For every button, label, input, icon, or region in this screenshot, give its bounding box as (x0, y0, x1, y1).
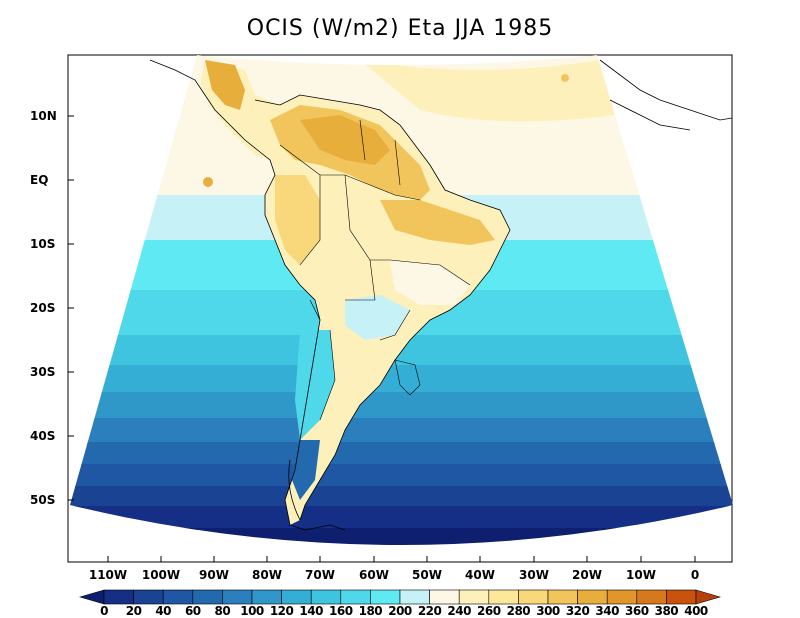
lat-label-eq: EQ (30, 173, 49, 187)
colorbar-tick-label: 240 (447, 604, 471, 618)
colorbar-tick-label: 300 (536, 604, 560, 618)
colorbar-cell (399, 589, 430, 605)
colorbar-cell (192, 589, 223, 605)
colorbar-cell (310, 589, 342, 605)
colorbar-tick-label: 180 (358, 604, 383, 618)
colorbar-cell (133, 589, 164, 605)
colorbar-tick-label: 60 (184, 604, 201, 618)
colorbar-cell (429, 589, 460, 605)
shaded-field (70, 55, 733, 545)
colorbar-cell (281, 589, 312, 605)
colorbar-tick-label: 400 (684, 604, 708, 618)
colorbar-cell (606, 589, 638, 605)
country-borders (279, 119, 471, 421)
colorbar-tick-label: 200 (388, 604, 412, 618)
colorbar-tick-label: 0 (100, 604, 108, 618)
lon-label-70w: 70W (305, 568, 335, 582)
colorbar-cell (103, 589, 134, 605)
lat-label-50s: 50S (30, 493, 56, 507)
colorbar-tick-label: 320 (565, 604, 590, 618)
lon-label-60w: 60W (359, 568, 389, 582)
lon-label-100w: 100W (141, 568, 181, 582)
colorbar-tick-label: 120 (269, 604, 294, 618)
colorbar-cell (251, 589, 282, 605)
colorbar-cell (222, 589, 253, 605)
colorbar-tick-label: 340 (595, 604, 619, 618)
colorbar-tick-label: 380 (654, 604, 679, 618)
colorbar-cell (370, 589, 401, 605)
map-title: OCIS (W/m2) Eta JJA 1985 (246, 16, 554, 41)
lat-label-10s: 10S (30, 237, 56, 251)
colorbar-tick-label: 360 (625, 604, 649, 618)
lon-label-80w: 80W (252, 568, 282, 582)
colorbar-cell (666, 589, 697, 605)
lat-label-10n: 10N (30, 109, 57, 123)
colorbar-tick-label: 40 (155, 604, 172, 618)
colorbar-cell (518, 589, 549, 605)
lon-label-30w: 30W (519, 568, 549, 582)
lon-label-110w: 110W (88, 568, 128, 582)
colorbar-tick-label: 20 (125, 604, 142, 618)
axis-ticks (68, 115, 696, 562)
lon-label-50w: 50W (412, 568, 442, 582)
coastlines (149, 59, 732, 531)
lon-label-40w: 40W (465, 568, 495, 582)
colorbar-arrow-low (78, 589, 105, 605)
colorbar-tick-label: 220 (417, 604, 442, 618)
colorbar-arrow-high (695, 589, 722, 605)
colorbar-cell (636, 589, 667, 605)
lon-label-20w: 20W (572, 568, 602, 582)
colorbar-cell (340, 589, 371, 605)
colorbar-tick-label: 260 (477, 604, 501, 618)
colorbar-tick-label: 140 (299, 604, 323, 618)
colorbar-tick-label: 80 (214, 604, 231, 618)
colorbar-cell (458, 589, 490, 605)
colorbar-cell (547, 589, 578, 605)
colorbar-tick-label: 160 (329, 604, 353, 618)
colorbar (78, 589, 722, 605)
colorbar-tick-label: 100 (240, 604, 264, 618)
lon-label-0: 0 (690, 568, 700, 582)
lon-label-90w: 90W (199, 568, 229, 582)
colorbar-tick-label: 280 (506, 604, 531, 618)
lat-label-30s: 30S (30, 365, 56, 379)
colorbar-cell (488, 589, 519, 605)
colorbar-cell (577, 589, 608, 605)
colorbar-cell (162, 589, 194, 605)
lat-label-40s: 40S (30, 429, 56, 443)
lat-label-20s: 20S (30, 301, 56, 315)
lon-label-10w: 10W (626, 568, 656, 582)
